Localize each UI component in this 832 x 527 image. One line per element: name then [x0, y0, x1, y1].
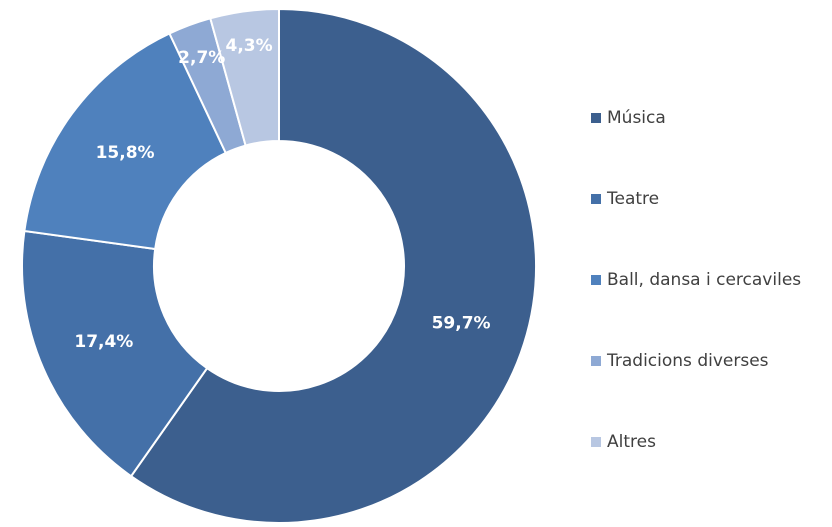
donut-slice — [23, 32, 228, 251]
data-label: 4,3% — [225, 36, 272, 56]
legend-swatch — [591, 113, 601, 123]
data-label: 15,8% — [96, 143, 155, 163]
legend-swatch — [591, 194, 601, 204]
legend-swatch — [591, 275, 601, 285]
data-label: 59,7% — [432, 314, 491, 334]
data-label: 17,4% — [74, 332, 133, 352]
legend-label: Altres — [607, 432, 656, 452]
legend-swatch — [591, 437, 601, 447]
legend-label: Música — [607, 108, 666, 128]
data-label: 2,7% — [178, 48, 225, 68]
legend-label: Teatre — [606, 189, 659, 209]
donut-slice — [21, 229, 209, 478]
donut-slice — [129, 7, 537, 524]
legend-label: Ball, dansa i cercaviles — [607, 270, 801, 290]
donut-slice — [209, 7, 280, 147]
legend-swatch — [591, 356, 601, 366]
legend-label: Tradicions diverses — [606, 351, 769, 371]
